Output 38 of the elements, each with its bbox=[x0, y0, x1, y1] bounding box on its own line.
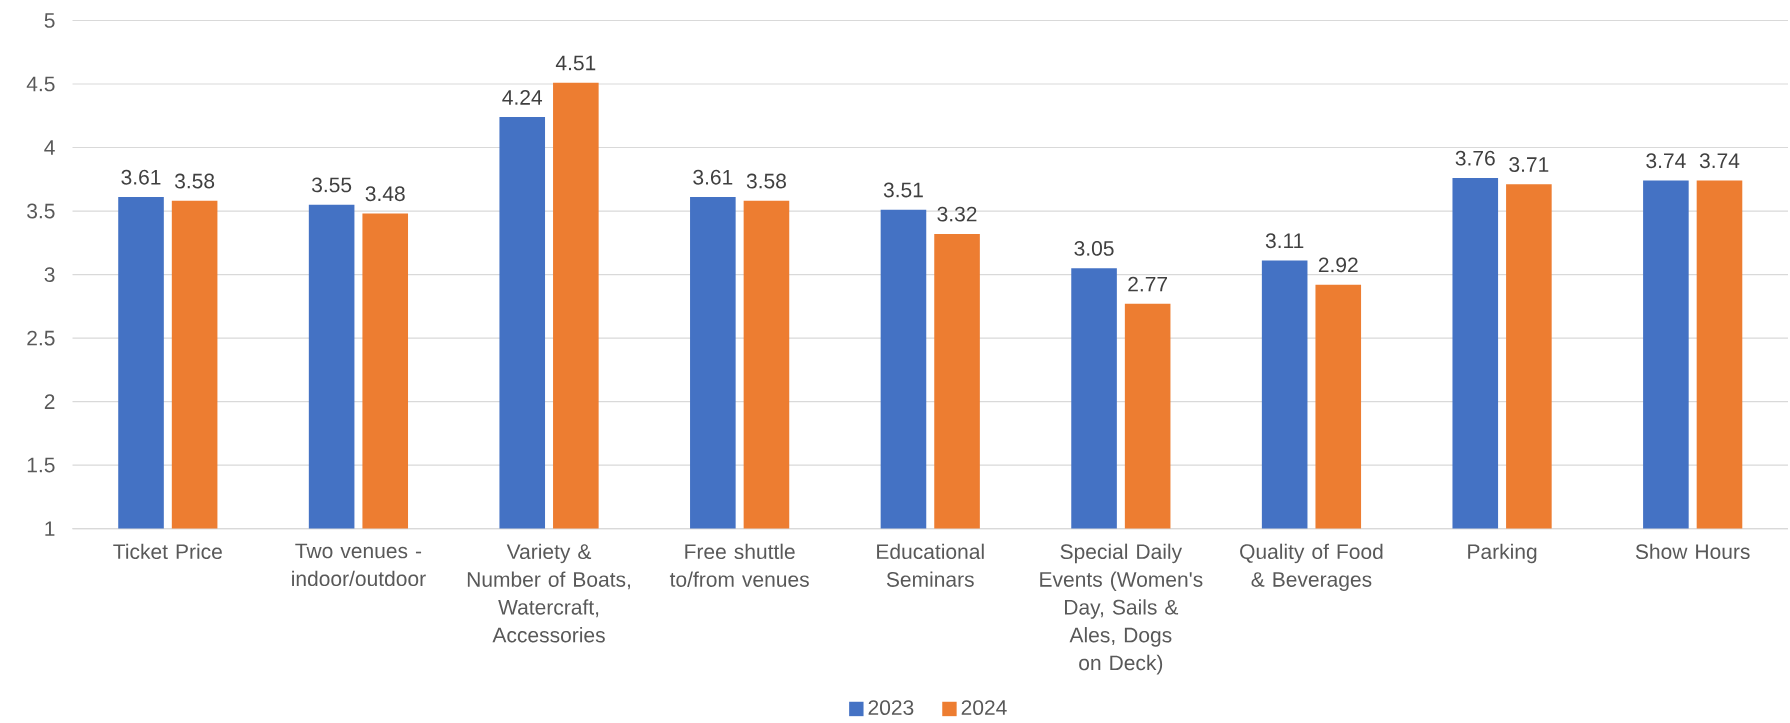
data-label: 3.51 bbox=[883, 182, 923, 198]
data-label: 3.58 bbox=[174, 173, 215, 189]
x-tick-label: Free shuttle to/from venues bbox=[669, 543, 809, 587]
x-tick-label: Quality of Food & Beverages bbox=[1240, 543, 1383, 592]
data-label: 3.74 bbox=[1699, 153, 1740, 169]
data-label: 3.05 bbox=[1074, 240, 1114, 256]
data-label: 4.24 bbox=[502, 89, 543, 105]
data-label: 2.77 bbox=[1128, 276, 1168, 292]
y-tick-label: 3 bbox=[44, 267, 55, 282]
data-label: 4.51 bbox=[555, 55, 596, 71]
data-label: 3.58 bbox=[746, 173, 786, 189]
x-tick-label: Educational Seminars bbox=[877, 543, 984, 587]
data-label: 3.76 bbox=[1455, 150, 1495, 166]
y-tick-label: 2.5 bbox=[27, 330, 55, 346]
y-tick-label: 3.5 bbox=[27, 203, 55, 219]
data-label: 3.61 bbox=[693, 169, 733, 185]
x-tick-label: Ticket Price bbox=[113, 543, 222, 560]
data-label: 3.32 bbox=[937, 206, 977, 222]
y-tick-label: 4.5 bbox=[26, 76, 55, 92]
x-tick-label: Parking bbox=[1468, 543, 1537, 564]
data-label: 2.92 bbox=[1318, 257, 1358, 273]
data-label: 3.48 bbox=[365, 186, 405, 202]
y-tick-label: 1 bbox=[45, 521, 55, 536]
data-label: 3.74 bbox=[1646, 153, 1686, 169]
legend-label: 2023 bbox=[868, 700, 914, 716]
y-tick-label: 5 bbox=[44, 13, 55, 28]
legend-label: 2024 bbox=[961, 700, 1007, 716]
data-label: 3.71 bbox=[1509, 157, 1549, 172]
y-tick-label: 1.5 bbox=[27, 457, 55, 473]
data-label: 3.61 bbox=[121, 169, 161, 185]
data-label: 3.11 bbox=[1265, 233, 1304, 249]
x-tick-label: Variety & Number of Boats, Watercraft, Accessories bbox=[467, 543, 630, 643]
data-label: 3.55 bbox=[311, 177, 352, 193]
y-tick-label: 2 bbox=[44, 394, 55, 409]
y-tick-label: 4 bbox=[44, 140, 55, 155]
x-tick-label: Special Daily Events (Women's Day, Sails & Ales, Dogs on Deck) bbox=[1040, 543, 1203, 675]
x-tick-label: Two venues - indoor/outdoor bbox=[292, 543, 426, 587]
x-tick-label: Show Hours bbox=[1635, 543, 1750, 560]
